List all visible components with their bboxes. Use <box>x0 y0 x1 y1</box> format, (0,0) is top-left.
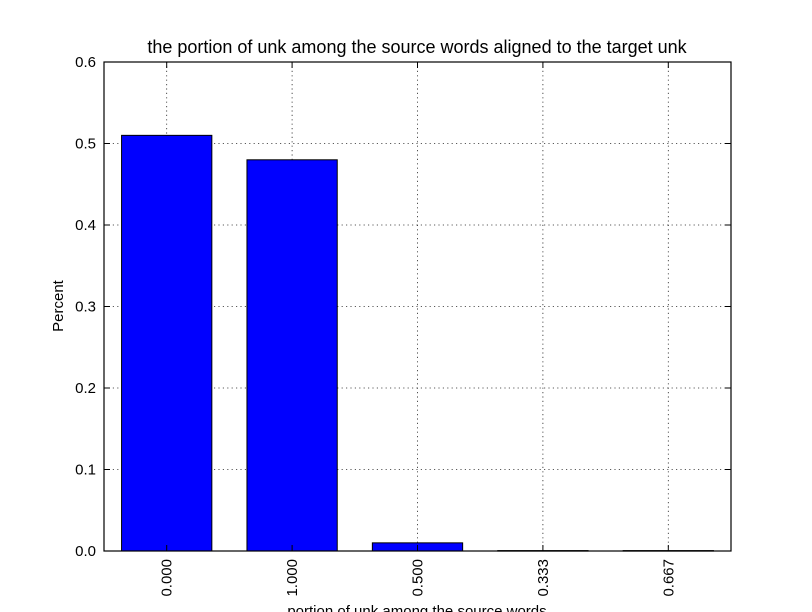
bar-0.000 <box>121 134 213 552</box>
x-tick-label: 0.500 <box>410 559 427 597</box>
y-tick-label: 0.2 <box>75 380 96 397</box>
y-tick-label: 0.1 <box>75 462 96 479</box>
y-axis-label: Percent <box>50 279 67 332</box>
y-tick-label: 0.5 <box>75 136 96 153</box>
axis-ticks: 0.0 0.1 0.2 0.3 0.4 0.5 0.6 0.000 1.000 0.500 0.33… <box>75 54 731 597</box>
y-tick-label: 0.0 <box>75 543 96 560</box>
grid-lines <box>104 62 731 551</box>
y-tick-label: 0.4 <box>75 217 96 234</box>
bar-1.000 <box>246 159 338 552</box>
x-axis-label: portion of unk among the source words <box>287 603 546 612</box>
y-tick-label: 0.3 <box>75 299 96 316</box>
x-tick-label: 0.333 <box>535 559 552 597</box>
chart-title: the portion of unk among the source word… <box>147 37 687 57</box>
x-tick-label: 0.000 <box>159 559 176 597</box>
x-tick-label: 0.667 <box>660 559 677 597</box>
x-tick-label: 1.000 <box>284 559 301 597</box>
y-tick-label: 0.6 <box>75 54 96 71</box>
bars <box>121 134 714 552</box>
